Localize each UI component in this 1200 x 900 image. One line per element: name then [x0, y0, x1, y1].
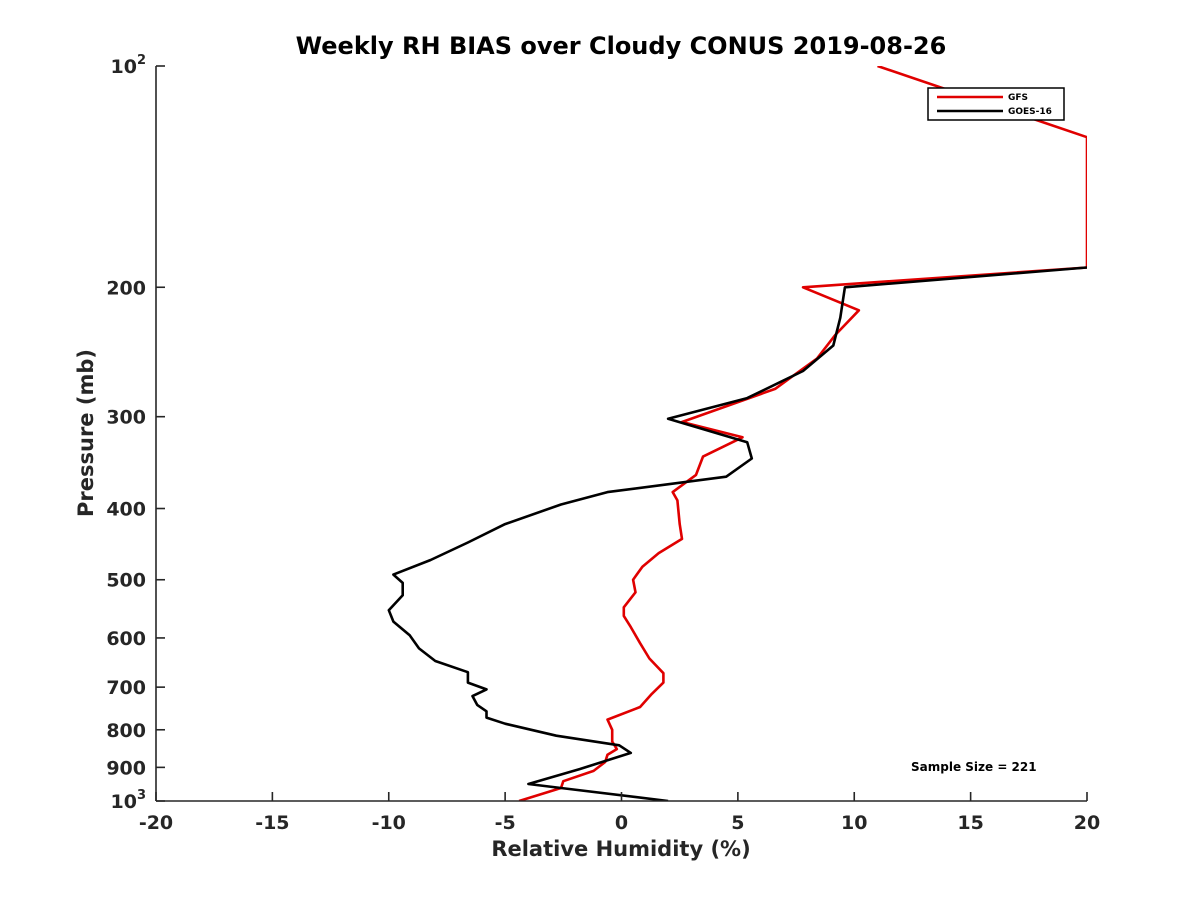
- sample-size-annotation: Sample Size = 221: [911, 760, 1037, 774]
- x-tick-label: -10: [372, 812, 406, 834]
- chart-title: Weekly RH BIAS over Cloudy CONUS 2019-08…: [296, 32, 947, 60]
- y-axis-label: Pressure (mb): [74, 349, 98, 517]
- x-tick-label: -15: [255, 812, 289, 834]
- y-tick-label: 800: [106, 720, 146, 742]
- legend: GFS GOES-16: [927, 87, 1065, 121]
- x-ticks: -20 -15 -10 -5 0 5 10 15 20: [139, 792, 1100, 834]
- legend-box: [927, 87, 1065, 121]
- x-tick-label: 0: [615, 812, 628, 834]
- legend-label-goes16: GOES-16: [1008, 107, 1052, 117]
- series-line-gfs: [518, 66, 1087, 801]
- x-tick-label: 10: [841, 812, 867, 834]
- y-tick-label: 300: [106, 407, 146, 429]
- x-tick-label: 20: [1074, 812, 1100, 834]
- legend-label-gfs: GFS: [1008, 93, 1028, 103]
- x-tick-label: -5: [495, 812, 516, 834]
- y-tick-label: 200: [106, 277, 146, 299]
- y-tick-label: 700: [106, 677, 146, 699]
- y-tick-label: 900: [106, 757, 146, 779]
- x-tick-label: 15: [957, 812, 983, 834]
- x-tick-label: -20: [139, 812, 173, 834]
- series-line-goes16: [387, 266, 1087, 801]
- y-tick-label: 500: [106, 570, 146, 592]
- x-tick-label: 5: [731, 812, 744, 834]
- x-axis-label: Relative Humidity (%): [491, 837, 750, 861]
- series-layer: [387, 66, 1087, 801]
- y-tick-label: 400: [106, 499, 146, 521]
- y-tick-label: 600: [106, 628, 146, 650]
